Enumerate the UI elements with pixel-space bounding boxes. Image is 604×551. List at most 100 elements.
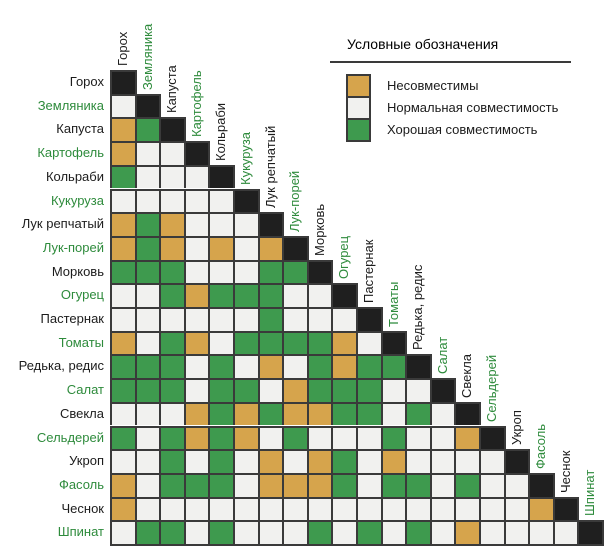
matrix-cell	[405, 449, 430, 473]
matrix-cell	[159, 235, 184, 260]
column-header: Картофель	[188, 70, 204, 138]
matrix-cell	[134, 141, 160, 165]
row-label: Пастернак	[40, 311, 104, 326]
matrix-cell	[183, 472, 209, 497]
matrix-cell	[159, 283, 184, 307]
matrix-cell	[331, 496, 356, 521]
matrix-cell	[110, 449, 135, 473]
matrix-cell	[183, 354, 209, 379]
matrix-cell	[233, 307, 258, 331]
matrix-cell	[282, 330, 307, 355]
matrix-cell	[257, 283, 283, 307]
matrix-cell	[282, 378, 307, 402]
matrix-cell	[454, 520, 479, 546]
row-label: Лук-порей	[42, 239, 104, 255]
matrix-cell	[110, 235, 135, 260]
matrix-cell	[134, 401, 160, 426]
matrix-cell	[380, 425, 406, 450]
legend-label-good: Хорошая совместимость	[387, 122, 538, 137]
matrix-cell	[306, 520, 332, 546]
matrix-cell	[306, 425, 332, 450]
row-label: Свекла	[59, 405, 104, 421]
matrix-cell	[134, 330, 160, 355]
matrix-cell	[183, 449, 209, 473]
row-label: Кольраби	[45, 168, 104, 184]
legend-title: Условные обозначения	[347, 36, 499, 52]
column-header: Пастернак	[361, 239, 376, 303]
column-header: Горох	[115, 31, 130, 66]
matrix-cell	[134, 307, 160, 331]
matrix-cell	[233, 259, 258, 284]
matrix-cell	[110, 307, 135, 331]
matrix-cell	[356, 401, 381, 426]
matrix-cell	[233, 472, 258, 497]
matrix-cell	[306, 307, 332, 331]
matrix-cell	[528, 520, 553, 546]
matrix-cell	[183, 401, 209, 426]
row-label: Картофель	[37, 145, 104, 161]
diagonal-cell	[503, 449, 531, 473]
matrix-cell	[159, 449, 184, 473]
matrix-cell	[233, 330, 258, 355]
matrix-cell	[257, 259, 283, 284]
matrix-cell	[552, 520, 578, 546]
matrix-cell	[257, 520, 283, 546]
diagonal-cell	[233, 188, 260, 213]
matrix-cell	[183, 520, 209, 546]
matrix-cell	[257, 449, 283, 473]
matrix-cell	[134, 188, 160, 213]
matrix-cell	[208, 212, 233, 236]
matrix-cell	[233, 235, 258, 260]
matrix-cell	[306, 283, 332, 307]
matrix-cell	[208, 378, 233, 402]
matrix-cell	[429, 449, 455, 473]
matrix-cell	[454, 425, 479, 450]
matrix-cell	[233, 449, 258, 473]
row-label: Огурец	[60, 287, 104, 303]
matrix-cell	[233, 283, 258, 307]
row-label: Сельдерей	[36, 429, 104, 445]
matrix-cell	[134, 283, 160, 307]
diagonal-cell	[159, 117, 186, 142]
matrix-cell	[282, 472, 307, 497]
matrix-cell	[159, 401, 184, 426]
diagonal-cell	[479, 425, 506, 450]
matrix-cell	[429, 520, 455, 546]
row-label: Чеснок	[61, 500, 105, 516]
matrix-cell	[454, 496, 479, 521]
matrix-cell	[479, 472, 504, 497]
matrix-cell	[110, 259, 135, 284]
diagonal-cell	[208, 164, 235, 189]
matrix-cell	[208, 283, 233, 307]
matrix-cell	[257, 425, 283, 450]
matrix-cell	[257, 235, 283, 260]
matrix-cell	[282, 354, 307, 379]
matrix-cell	[134, 235, 160, 260]
matrix-cell	[183, 188, 209, 213]
matrix-cell	[208, 425, 233, 450]
matrix-cell	[479, 520, 504, 546]
matrix-cell	[356, 378, 381, 402]
matrix-cell	[134, 354, 160, 379]
matrix-cell	[306, 354, 332, 379]
matrix-cell	[429, 425, 455, 450]
column-header: Чеснок	[557, 450, 573, 493]
matrix-cell	[405, 378, 430, 402]
row-label: Кукуруза	[50, 192, 104, 208]
matrix-cell	[528, 496, 553, 521]
matrix-cell	[134, 212, 160, 236]
matrix-cell	[110, 401, 135, 426]
matrix-cell	[208, 520, 233, 546]
matrix-cell	[380, 496, 406, 521]
matrix-cell	[159, 354, 184, 379]
diagonal-cell	[282, 235, 309, 260]
matrix-cell	[331, 307, 356, 331]
matrix-cell	[282, 425, 307, 450]
matrix-cell	[159, 212, 184, 236]
legend-label-incompatible: Несовместимы	[387, 78, 479, 93]
matrix-cell	[356, 354, 381, 379]
row-label: Шпинат	[57, 524, 104, 540]
matrix-cell	[503, 496, 529, 521]
matrix-cell	[134, 449, 160, 473]
matrix-cell	[331, 401, 356, 426]
